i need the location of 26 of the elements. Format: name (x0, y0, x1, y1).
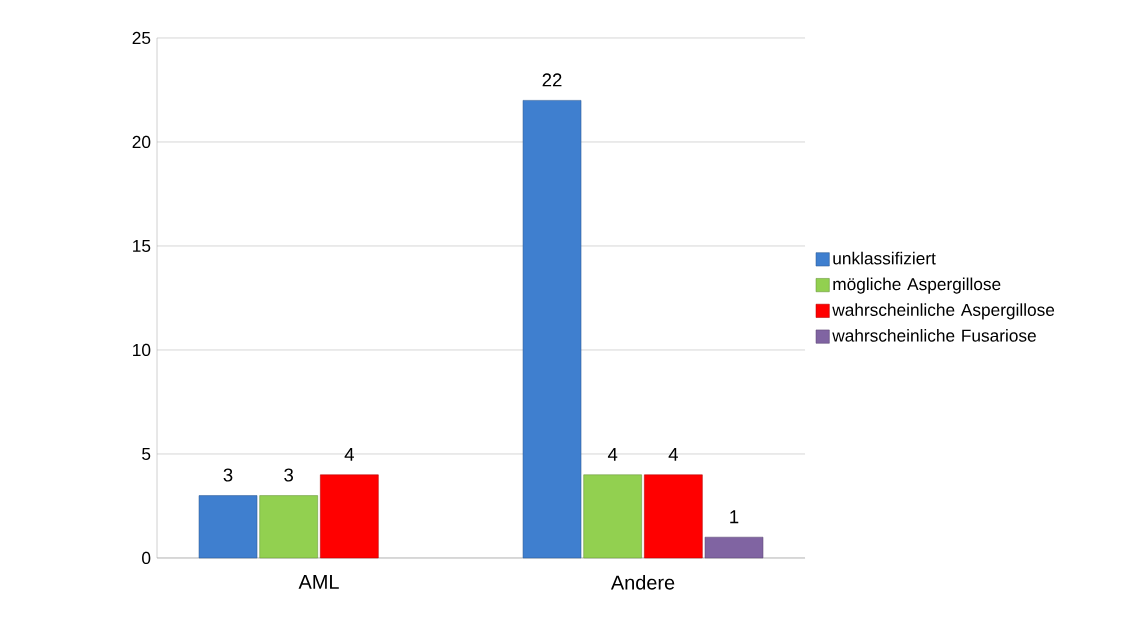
data-label: 4 (344, 447, 354, 461)
bar (522, 100, 582, 559)
bar (704, 536, 764, 559)
legend-label: wahrscheinliche Fusariose (832, 329, 1036, 342)
bar (583, 474, 642, 559)
y-tick-label: 5 (142, 447, 151, 461)
y-tick-label: 0 (142, 551, 151, 565)
y-tick-label: 25 (132, 31, 151, 45)
y-tick-label: 10 (133, 343, 151, 357)
data-label: 3 (284, 468, 294, 482)
bar (320, 474, 379, 559)
bar (198, 495, 258, 559)
bar (644, 474, 703, 559)
data-label: 4 (668, 447, 678, 461)
data-label: 22 (542, 73, 562, 87)
legend-label: unklassifiziert (833, 251, 936, 265)
x-tick-label: Andere (610, 575, 675, 590)
x-tick-label: AML (298, 575, 339, 589)
legend-label: mögliche Aspergillose (833, 277, 1001, 294)
legend-label: wahrscheinliche Aspergillose (832, 303, 1055, 320)
bar (259, 495, 318, 559)
y-tick-label: 15 (133, 239, 151, 252)
data-label: 1 (730, 510, 739, 524)
data-label: 3 (223, 468, 233, 482)
data-label: 4 (607, 447, 618, 461)
y-tick-label: 20 (132, 135, 151, 149)
